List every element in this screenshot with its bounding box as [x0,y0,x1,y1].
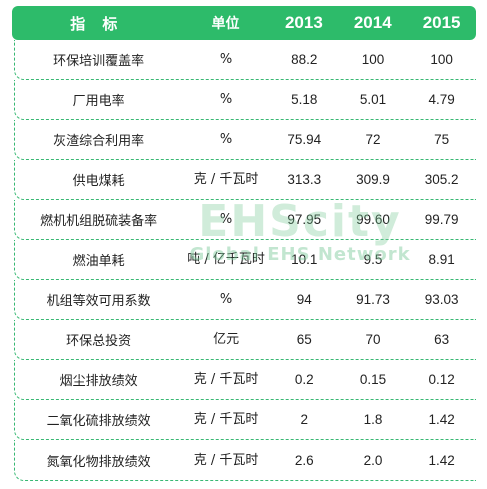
row-value-2015: 305.2 [424,172,459,187]
row-indicator: 燃油单耗 [72,254,125,269]
row-value-2015: 100 [430,52,453,67]
header-2015: 2015 [422,13,461,32]
header-indicator: 指 标 [70,14,124,33]
row-value-2015: 75 [434,132,450,147]
row-indicator: 环保总投资 [66,334,132,349]
row-value-2013: 97.95 [287,212,322,227]
row-value-2015: 1.42 [428,412,455,427]
row-unit: 克 / 千瓦时 [193,372,259,387]
row-value-2015: 63 [434,332,450,347]
row-value-2015: 93.03 [424,292,459,307]
row-value-2014: 5.01 [359,92,387,107]
row-value-2013: 94 [296,292,312,307]
table-row: 厂用电率% 5.18 5.01 4.79 [14,80,476,120]
row-value-2014: 72 [365,132,381,147]
row-unit: 克 / 千瓦时 [193,172,259,187]
row-value-2014: 1.8 [363,412,383,427]
table-row: 机组等效可用系数% 94 91.73 93.03 [14,280,476,320]
row-unit: 吨 / 亿千瓦时 [187,252,265,267]
row-value-2014: 99.60 [356,212,390,227]
row-indicator: 燃机机组脱硫装备率 [40,214,158,229]
row-unit: 克 / 千瓦时 [193,412,259,427]
table-row: 环保培训覆盖率% 88.2 100 100 [14,40,476,80]
row-indicator: 供电煤耗 [72,174,125,189]
row-value-2014: 2.0 [363,452,383,468]
row-unit: % [219,52,233,67]
row-value-2015: 1.42 [428,452,455,468]
table-header: 指 标 单位 2013 2014 2015 [12,6,476,40]
row-value-2014: 9.5 [363,252,383,267]
table-row: 供电煤耗 克 / 千瓦时 313.3 309.9 305.2 [14,160,476,200]
row-unit: % [219,212,233,227]
table-body: 环保培训覆盖率% 88.2 100 100 厂用电率% 5.18 5.01 4.79 灰渣综合利… [12,40,476,481]
row-indicator: 厂用电率 [72,94,125,109]
row-value-2015: 99.79 [424,212,459,227]
header-unit: 单位 [211,16,240,32]
row-value-2015: 4.79 [428,92,455,107]
row-value-2013: 2.6 [294,452,314,468]
table-row: 环保总投资 亿元 65 70 63 [14,320,476,360]
row-unit: % [219,292,233,307]
row-value-2013: 313.3 [287,172,322,187]
row-indicator: 机组等效可用系数 [46,294,151,309]
row-indicator: 烟尘排放绩效 [59,374,138,389]
row-value-2013: 0.2 [294,372,314,387]
header-2014: 2014 [353,13,392,32]
row-value-2013: 10.1 [291,252,318,267]
row-indicator: 环保培训覆盖率 [53,54,145,69]
row-value-2014: 309.9 [356,172,390,187]
row-value-2013: 75.94 [287,132,322,147]
row-value-2014: 91.73 [356,292,390,307]
row-value-2015: 0.12 [428,372,455,387]
table-row: 燃机机组脱硫装备率% 97.95 99.60 99.79 [14,200,476,240]
row-value-2014: 100 [361,52,385,67]
row-value-2013: 2 [300,412,309,427]
row-indicator: 氮氧化物排放绩效 [46,454,151,470]
row-value-2013: 88.2 [291,52,318,67]
row-value-2013: 65 [296,332,312,347]
row-unit: 克 / 千瓦时 [193,452,259,468]
row-value-2014: 0.15 [359,372,387,387]
row-value-2015: 8.91 [428,252,455,267]
row-value-2014: 70 [365,332,381,347]
header-2013: 2013 [284,13,323,32]
table-row: 烟尘排放绩效 克 / 千瓦时 0.2 0.15 0.12 [14,360,476,400]
row-unit: % [219,132,233,147]
row-indicator: 灰渣综合利用率 [53,134,145,149]
table-row: 灰渣综合利用率% 75.94 72 75 [14,120,476,160]
row-indicator: 二氧化硫排放绩效 [46,414,151,429]
table-row: 氮氧化物排放绩效 克 / 千瓦时 2.6 2.0 1.42 [14,440,476,481]
table-row: 燃油单耗 吨 / 亿千瓦时 10.1 9.5 8.91 [14,240,476,280]
indicator-table: 指 标 单位 2013 2014 2015 环保培训覆盖率% 88.2 100 100… [12,6,476,481]
row-value-2013: 5.18 [291,92,318,107]
table-row: 二氧化硫排放绩效 克 / 千瓦时 2 1.8 1.42 [14,400,476,440]
row-unit: 亿元 [213,332,240,347]
row-unit: % [219,92,233,107]
